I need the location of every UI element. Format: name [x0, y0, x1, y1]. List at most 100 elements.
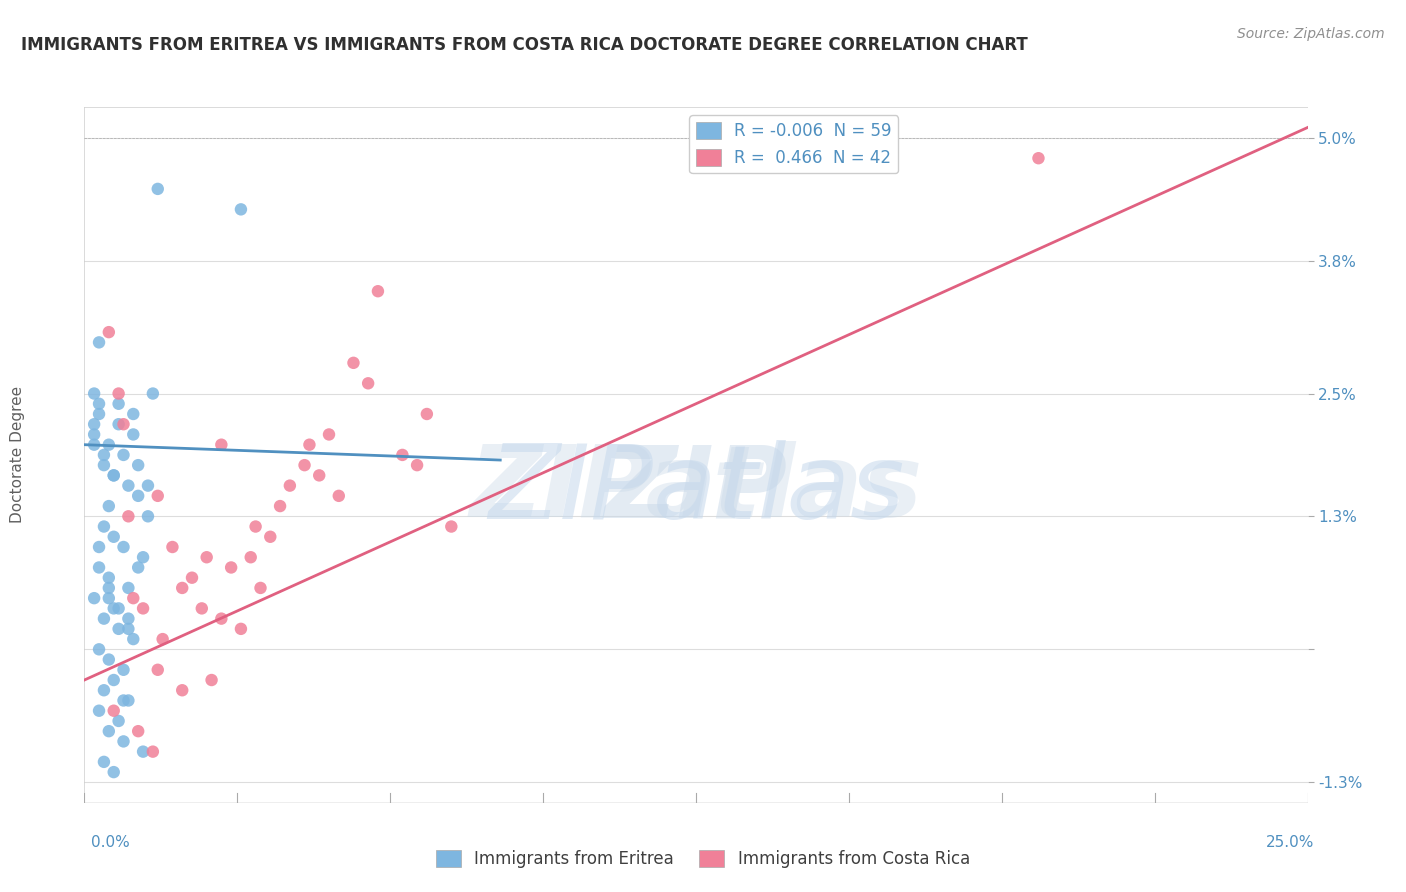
Text: ZIPatlas: ZIPatlas — [488, 440, 904, 540]
Point — [342, 356, 364, 370]
Point — [127, 489, 149, 503]
Point — [209, 438, 232, 452]
Point — [112, 734, 135, 748]
Point — [97, 499, 120, 513]
Point — [181, 571, 204, 585]
Point — [87, 397, 110, 411]
Point — [1028, 151, 1050, 165]
Point — [93, 683, 115, 698]
Point — [172, 683, 194, 698]
Point — [132, 745, 155, 759]
Point — [87, 335, 110, 350]
Point — [172, 581, 194, 595]
Point — [146, 182, 169, 196]
Point — [83, 591, 105, 606]
Point — [107, 417, 129, 432]
Point — [122, 427, 145, 442]
Point — [229, 202, 252, 217]
Point — [117, 509, 139, 524]
Point — [93, 755, 115, 769]
Point — [103, 704, 125, 718]
Point — [416, 407, 439, 421]
Point — [298, 438, 321, 452]
Text: 0.0%: 0.0% — [91, 836, 131, 850]
Point — [97, 325, 120, 339]
Point — [127, 724, 149, 739]
Point — [132, 550, 155, 565]
Point — [103, 673, 125, 687]
Point — [249, 581, 271, 595]
Point — [440, 519, 463, 533]
Point — [357, 376, 380, 391]
Text: ZIPatlas: ZIPatlas — [470, 442, 922, 538]
Point — [87, 642, 110, 657]
Point — [308, 468, 330, 483]
Point — [278, 478, 301, 492]
Point — [328, 489, 350, 503]
Point — [191, 601, 214, 615]
Point — [132, 601, 155, 615]
Point — [103, 601, 125, 615]
Point — [259, 530, 281, 544]
Point — [127, 458, 149, 472]
Point — [87, 704, 110, 718]
Point — [294, 458, 316, 472]
Point — [83, 386, 105, 401]
Text: Source: ZipAtlas.com: Source: ZipAtlas.com — [1237, 27, 1385, 41]
Point — [122, 407, 145, 421]
Point — [391, 448, 413, 462]
Point — [112, 448, 135, 462]
Point — [87, 407, 110, 421]
Point — [127, 560, 149, 574]
Point — [122, 632, 145, 646]
Point — [83, 438, 105, 452]
Point — [112, 417, 135, 432]
Point — [97, 581, 120, 595]
Point — [269, 499, 291, 513]
Point — [195, 550, 218, 565]
Point — [93, 458, 115, 472]
Point — [318, 427, 340, 442]
Point — [112, 663, 135, 677]
Point — [117, 612, 139, 626]
Point — [146, 663, 169, 677]
Point — [112, 693, 135, 707]
Point — [103, 468, 125, 483]
Point — [219, 560, 242, 574]
Point — [97, 571, 120, 585]
Point — [142, 386, 165, 401]
Point — [162, 540, 184, 554]
Point — [83, 427, 105, 442]
Point — [229, 622, 252, 636]
Point — [93, 448, 115, 462]
Point — [103, 468, 125, 483]
Point — [245, 519, 267, 533]
Point — [117, 693, 139, 707]
Legend: Immigrants from Eritrea, Immigrants from Costa Rica: Immigrants from Eritrea, Immigrants from… — [429, 843, 977, 875]
Point — [87, 560, 110, 574]
Text: ZIP: ZIP — [605, 442, 787, 538]
Point — [107, 386, 129, 401]
Point — [117, 478, 139, 492]
Point — [107, 714, 129, 728]
Point — [97, 591, 120, 606]
Point — [83, 417, 105, 432]
Point — [136, 509, 159, 524]
Text: 25.0%: 25.0% — [1267, 836, 1315, 850]
Point — [142, 745, 165, 759]
Point — [112, 540, 135, 554]
Point — [367, 284, 389, 298]
Point — [93, 519, 115, 533]
Point — [152, 632, 174, 646]
Legend: R = -0.006  N = 59, R =  0.466  N = 42: R = -0.006 N = 59, R = 0.466 N = 42 — [689, 115, 898, 173]
Point — [200, 673, 222, 687]
Text: IMMIGRANTS FROM ERITREA VS IMMIGRANTS FROM COSTA RICA DOCTORATE DEGREE CORRELATI: IMMIGRANTS FROM ERITREA VS IMMIGRANTS FR… — [21, 36, 1028, 54]
Text: Doctorate Degree: Doctorate Degree — [10, 386, 24, 524]
Point — [122, 591, 145, 606]
Point — [107, 601, 129, 615]
Point — [117, 581, 139, 595]
Point — [406, 458, 429, 472]
Point — [103, 530, 125, 544]
Point — [107, 622, 129, 636]
Point — [103, 765, 125, 780]
